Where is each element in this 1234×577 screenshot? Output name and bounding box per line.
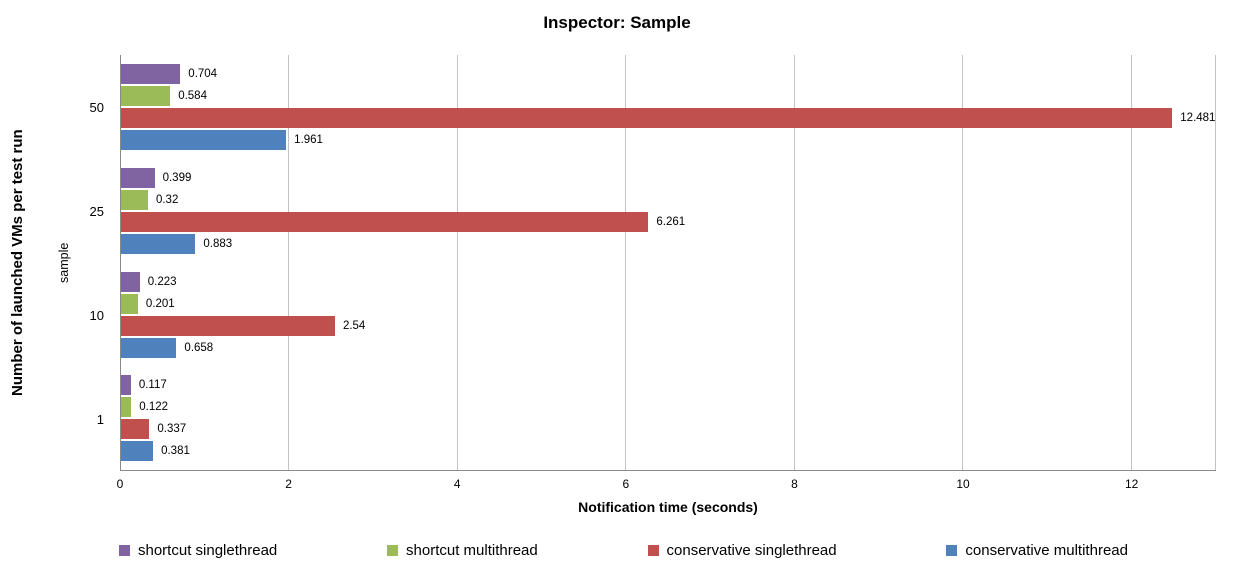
legend-swatch-icon — [946, 544, 958, 556]
bar-shortcut-singlethread — [121, 167, 155, 188]
bar-shortcut-singlethread — [121, 375, 131, 396]
x-tick-label: 10 — [956, 477, 970, 491]
x-tick-label: 2 — [285, 477, 292, 491]
bar-row: 0.201 — [121, 293, 1216, 314]
bar-conservative-multithread — [121, 337, 177, 358]
bar-row: 0.658 — [121, 337, 1216, 358]
bar-shortcut-multithread — [121, 189, 148, 210]
bar-shortcut-singlethread — [121, 64, 181, 84]
category-label: 25 — [89, 203, 104, 219]
bar-conservative-singlethread — [121, 211, 649, 232]
gridline — [1130, 55, 1132, 470]
x-tick-label: 4 — [453, 477, 461, 491]
legend-label: shortcut singlethread — [138, 541, 278, 559]
legend: shortcut singlethread shortcut multithrea… — [119, 540, 1128, 560]
x-tick-label: 0 — [116, 477, 124, 491]
bar-group-25: 0.399 0.32 6.261 0.883 — [121, 159, 1216, 263]
bar-value-label: 0.584 — [178, 90, 207, 102]
bar-group-50: 0.704 0.584 12.481 1.961 — [121, 55, 1216, 159]
bar-shortcut-multithread — [121, 397, 132, 418]
x-tick-label: 8 — [791, 477, 798, 491]
bar-row: 0.584 — [121, 86, 1216, 106]
gridline — [1215, 55, 1216, 470]
bar-conservative-singlethread — [121, 419, 150, 440]
bar-row: 0.337 — [121, 419, 1216, 440]
bar-row: 0.223 — [121, 271, 1216, 292]
bar-value-label: 2.54 — [342, 319, 366, 332]
bar-value-label: 0.337 — [157, 423, 187, 436]
bar-value-label: 0.658 — [184, 341, 214, 354]
legend-label: shortcut multithread — [406, 541, 538, 559]
bar-value-label: 0.381 — [161, 445, 190, 458]
bar-row: 2.54 — [121, 315, 1216, 336]
gridline — [456, 55, 458, 470]
legend-label: conservative multithread — [965, 541, 1128, 559]
bar-value-label: 0.223 — [147, 275, 177, 288]
bar-value-label: 0.704 — [188, 68, 218, 80]
legend-item-shortcut-multithread: shortcut multithread — [387, 542, 538, 559]
legend-swatch-icon — [119, 544, 130, 556]
y-axis-title: Number of launched VMs per test run — [9, 129, 26, 397]
x-axis-tick-labels: 0 2 4 6 8 10 12 — [116, 477, 1216, 493]
plot-area: 0.704 0.584 12.481 1.961 0.399 0.32 6.261 0.883… — [120, 55, 1216, 471]
legend-swatch-icon — [387, 544, 399, 556]
bar-value-label: 0.399 — [162, 171, 192, 184]
bar-value-label: 0.122 — [139, 401, 169, 414]
bar-value-label: 0.32 — [155, 193, 179, 206]
gridline — [288, 55, 290, 470]
legend-item-conservative-singlethread: conservative singlethread — [647, 541, 837, 559]
legend-swatch-icon — [647, 544, 659, 556]
legend-item-conservative-multithread: conservative multithread — [946, 542, 1128, 559]
legend-item-shortcut-singlethread: shortcut singlethread — [119, 542, 277, 559]
bar-value-label: 0.883 — [203, 237, 233, 250]
category-label: 1 — [96, 411, 104, 427]
bar-group-10: 0.223 0.201 2.54 0.658 — [121, 263, 1216, 367]
bar-row: 0.381 — [121, 441, 1216, 462]
bar-shortcut-multithread — [121, 293, 138, 314]
bar-conservative-multithread — [121, 233, 196, 254]
bar-conservative-singlethread — [121, 315, 335, 336]
y-axis-category-labels: 50 25 10 1 — [58, 55, 104, 471]
gridline — [962, 55, 964, 470]
bar-row: 1.961 — [121, 130, 1216, 150]
bar-row: 6.261 — [121, 211, 1216, 232]
category-label: 10 — [89, 307, 104, 323]
bar-row: 0.122 — [121, 397, 1216, 418]
bar-group-1: 0.117 0.122 0.337 0.381 — [121, 366, 1216, 470]
bar-row: 0.704 — [121, 64, 1216, 84]
bar-shortcut-multithread — [121, 86, 171, 106]
bar-row: 0.399 — [121, 167, 1216, 188]
bar-row: 0.117 — [121, 375, 1216, 396]
bar-value-label: 6.261 — [656, 215, 686, 228]
x-tick-label: 6 — [622, 477, 630, 491]
gridline — [625, 55, 627, 470]
legend-label: conservative singlethread — [666, 541, 837, 559]
bar-conservative-singlethread — [121, 108, 1173, 128]
bar-row: 0.32 — [121, 189, 1216, 210]
bar-row: 12.481 — [121, 108, 1216, 128]
bar-value-label: 0.117 — [138, 379, 167, 392]
bar-conservative-multithread — [121, 130, 287, 150]
bar-row: 0.883 — [121, 233, 1216, 254]
category-label: 50 — [89, 99, 104, 115]
bar-value-label: 1.961 — [294, 134, 323, 146]
bar-value-label: 0.201 — [145, 297, 175, 310]
chart-title: Inspector: Sample — [543, 13, 691, 32]
x-tick-label: 12 — [1125, 477, 1139, 491]
bar-shortcut-singlethread — [121, 271, 140, 292]
bar-conservative-multithread — [121, 441, 154, 462]
bar-value-label: 12.481 — [1180, 112, 1216, 124]
gridline — [793, 55, 795, 470]
x-axis-title: Notification time (seconds) — [578, 499, 758, 515]
